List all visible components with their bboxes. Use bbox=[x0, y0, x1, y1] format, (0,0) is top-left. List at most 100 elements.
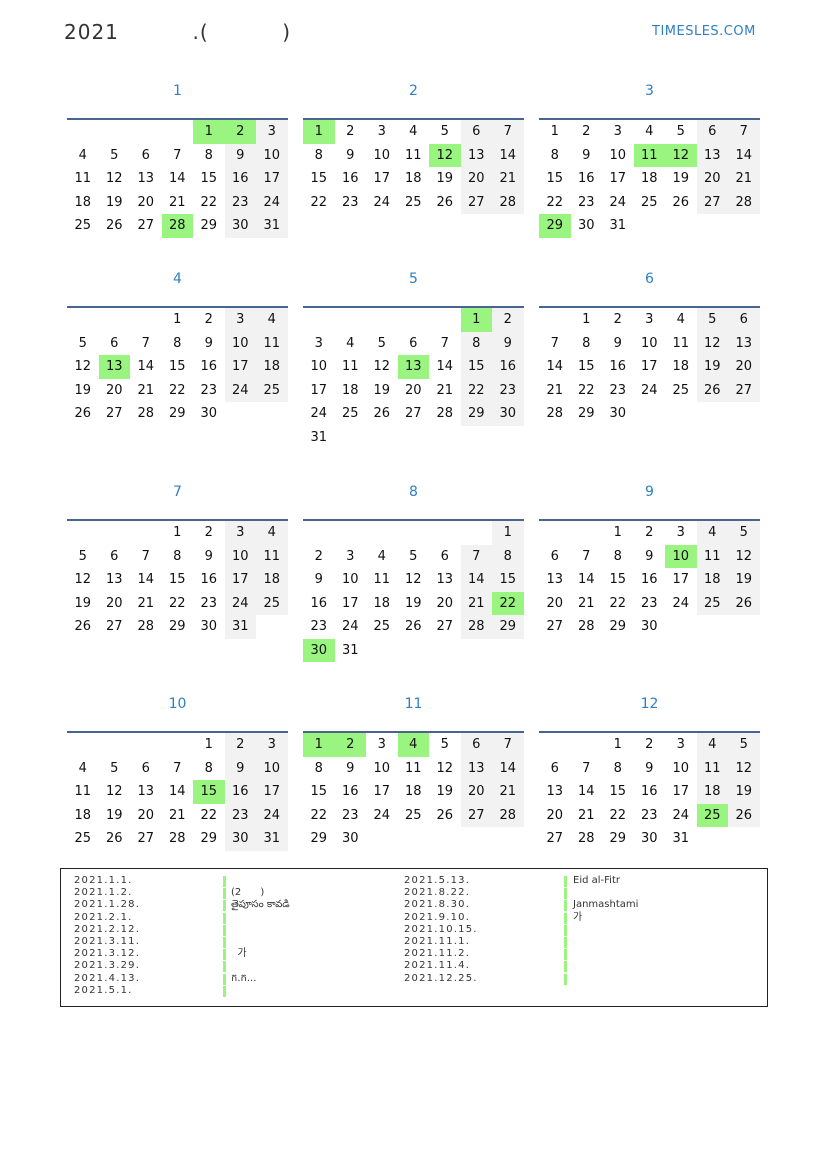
day-cell: 20 bbox=[728, 355, 760, 379]
day-cell: 5 bbox=[110, 147, 119, 163]
day-cell: 8 bbox=[613, 760, 622, 776]
holiday-date: 2021.2.1. bbox=[74, 911, 133, 923]
day-cell: 31 bbox=[341, 642, 359, 658]
holiday-day-cell: 12 bbox=[429, 143, 461, 167]
day-cell: 10 bbox=[341, 572, 359, 587]
day-cell: 29 bbox=[168, 406, 186, 421]
day-cell: 2 bbox=[204, 312, 213, 327]
holiday-date: 2021.12.25. bbox=[404, 972, 478, 984]
holiday-day-cell: 1 bbox=[460, 308, 492, 332]
day-cell: 13 bbox=[137, 171, 155, 186]
day-cell: 24 bbox=[256, 190, 288, 214]
holiday-marker bbox=[223, 949, 226, 961]
day-cell: 20 bbox=[404, 382, 422, 398]
day-cell: 29 bbox=[200, 831, 218, 846]
holiday-marker bbox=[223, 937, 226, 948]
day-cell: 15 bbox=[460, 355, 492, 379]
day-cell: 31 bbox=[672, 831, 690, 846]
month-divider bbox=[303, 118, 524, 120]
day-cell: 28 bbox=[460, 615, 492, 639]
day-cell: 24 bbox=[224, 591, 256, 615]
day-cell: 18 bbox=[256, 355, 288, 379]
day-cell: 8 bbox=[550, 147, 559, 163]
day-cell: 24 bbox=[256, 803, 288, 827]
day-cell: 3 bbox=[224, 308, 256, 332]
day-cell: 14 bbox=[137, 572, 155, 587]
day-cell: 24 bbox=[310, 406, 328, 421]
day-cell: 25 bbox=[256, 591, 288, 615]
day-cell: 11 bbox=[696, 756, 728, 780]
day-cell: 15 bbox=[609, 572, 627, 587]
holiday-day-cell: 1 bbox=[303, 733, 335, 757]
day-cell: 7 bbox=[492, 120, 524, 144]
day-cell: 22 bbox=[460, 378, 492, 402]
day-cell: 15 bbox=[168, 359, 186, 374]
day-cell: 3 bbox=[256, 733, 288, 757]
holiday-name: Eid al-Fitr bbox=[573, 875, 620, 886]
day-cell: 13 bbox=[105, 572, 123, 587]
day-cell: 17 bbox=[373, 171, 391, 186]
day-cell: 17 bbox=[256, 167, 288, 191]
day-cell: 15 bbox=[577, 359, 595, 374]
day-cell: 4 bbox=[645, 124, 654, 139]
holiday-day-cell: 12 bbox=[665, 143, 697, 167]
month-title: 1 bbox=[173, 83, 182, 99]
holiday-marker bbox=[223, 876, 226, 887]
day-cell: 9 bbox=[613, 335, 622, 351]
day-cell: 24 bbox=[373, 194, 391, 210]
day-cell: 18 bbox=[256, 568, 288, 592]
month-divider bbox=[303, 731, 524, 733]
day-cell: 21 bbox=[546, 382, 564, 398]
day-cell: 30 bbox=[640, 619, 658, 634]
day-cell: 4 bbox=[78, 760, 87, 776]
day-cell: 3 bbox=[377, 124, 386, 139]
day-cell: 14 bbox=[546, 359, 564, 374]
day-cell: 28 bbox=[137, 406, 155, 421]
month-title: 3 bbox=[645, 83, 654, 99]
day-cell: 16 bbox=[200, 572, 218, 587]
holiday-date: 2021.9.10. bbox=[404, 911, 471, 923]
holiday-marker bbox=[564, 888, 567, 900]
day-cell: 6 bbox=[110, 335, 119, 351]
day-cell: 29 bbox=[310, 831, 328, 846]
day-cell: 18 bbox=[373, 595, 391, 611]
day-cell: 27 bbox=[728, 378, 760, 402]
day-cell: 8 bbox=[492, 544, 524, 568]
day-cell: 4 bbox=[377, 548, 386, 564]
day-cell: 12 bbox=[404, 572, 422, 587]
day-cell: 10 bbox=[640, 335, 658, 351]
day-cell: 8 bbox=[173, 335, 182, 351]
day-cell: 29 bbox=[577, 406, 595, 421]
day-cell: 13 bbox=[546, 572, 564, 587]
site-link[interactable]: TIMESLES.COM bbox=[652, 24, 756, 39]
day-cell: 11 bbox=[696, 544, 728, 568]
day-cell: 7 bbox=[173, 147, 182, 163]
day-cell: 26 bbox=[105, 218, 123, 233]
day-cell: 13 bbox=[546, 784, 564, 799]
day-cell: 18 bbox=[640, 171, 658, 186]
day-cell: 5 bbox=[728, 521, 760, 545]
day-cell: 19 bbox=[373, 382, 391, 398]
day-cell: 15 bbox=[168, 572, 186, 587]
holiday-day-cell: 28 bbox=[161, 214, 193, 238]
day-cell: 9 bbox=[492, 331, 524, 355]
day-cell: 8 bbox=[582, 335, 591, 351]
day-cell: 21 bbox=[168, 807, 186, 823]
day-cell: 9 bbox=[224, 756, 256, 780]
day-cell: 6 bbox=[440, 548, 449, 564]
holiday-date: 2021.4.13. bbox=[74, 972, 141, 984]
day-cell: 22 bbox=[200, 807, 218, 823]
holiday-day-cell: 11 bbox=[633, 143, 665, 167]
day-cell: 18 bbox=[74, 194, 92, 210]
holiday-date: 2021.11.4. bbox=[404, 960, 471, 972]
day-cell: 19 bbox=[436, 171, 454, 186]
day-cell: 25 bbox=[640, 194, 658, 210]
holiday-name: 가 bbox=[231, 948, 247, 960]
day-cell: 19 bbox=[105, 194, 123, 210]
day-cell: 23 bbox=[341, 194, 359, 210]
day-cell: 30 bbox=[609, 406, 627, 421]
month-title: 8 bbox=[409, 484, 418, 500]
day-cell: 5 bbox=[78, 548, 87, 564]
day-cell: 12 bbox=[105, 171, 123, 186]
